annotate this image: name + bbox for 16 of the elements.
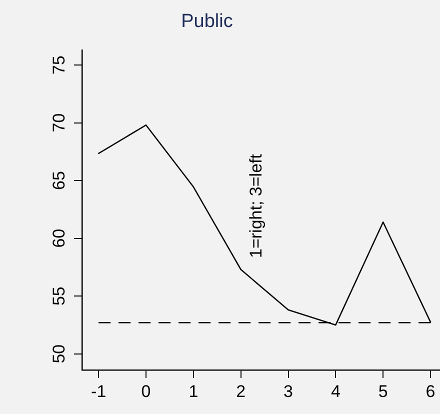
chart-title: Public bbox=[181, 11, 233, 32]
y-tick-label: 55 bbox=[50, 286, 69, 306]
annotation: 1=right; 3=left bbox=[246, 154, 266, 258]
x-tick-label: 5 bbox=[378, 382, 388, 401]
x-tick-label: 1 bbox=[188, 382, 198, 401]
x-tick-label: 4 bbox=[330, 382, 340, 401]
y-tick-label: 65 bbox=[50, 171, 69, 190]
x-tick-label: 0 bbox=[141, 382, 151, 401]
x-tick-label: 2 bbox=[236, 382, 246, 401]
y-tick-label: 60 bbox=[50, 228, 69, 248]
y-tick-label: 75 bbox=[50, 56, 69, 74]
x-tick-label: 6 bbox=[426, 382, 436, 401]
x-tick-label: 3 bbox=[284, 382, 293, 401]
y-tick-label: 70 bbox=[50, 113, 69, 132]
y-tick-label: 50 bbox=[50, 344, 69, 364]
x-tick-label: -1 bbox=[91, 382, 106, 401]
